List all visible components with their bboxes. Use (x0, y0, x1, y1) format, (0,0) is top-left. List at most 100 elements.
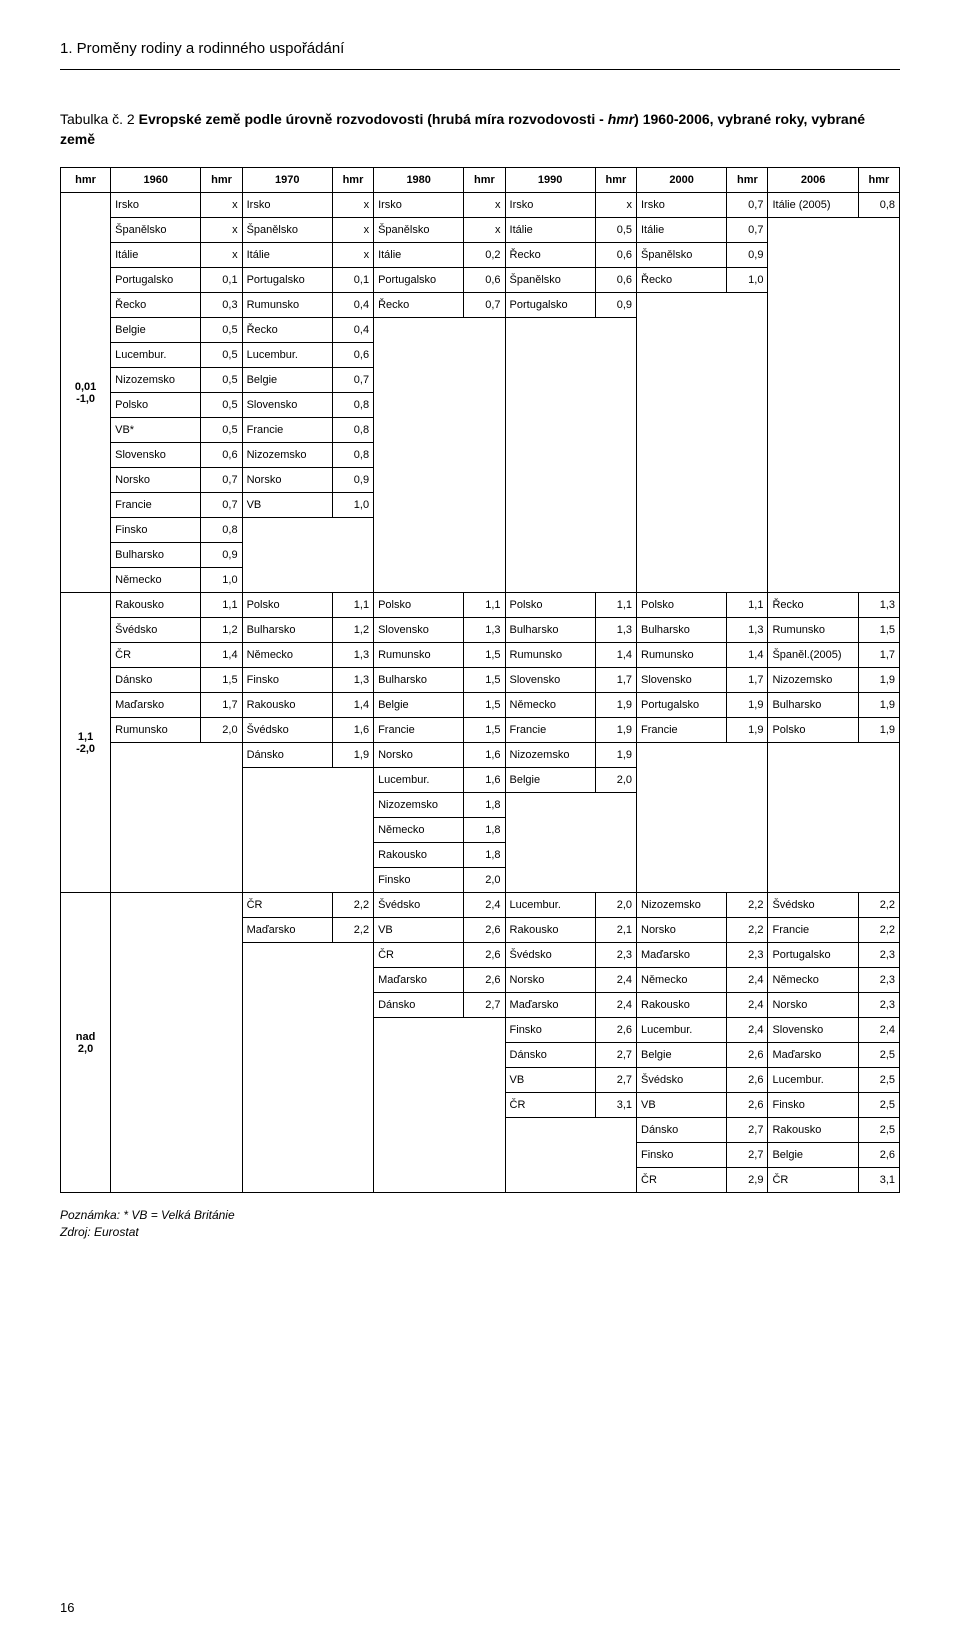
value-cell: 2,6 (858, 1143, 899, 1168)
country-cell: Bulharsko (374, 668, 464, 693)
value-cell: 1,1 (201, 593, 242, 618)
value-cell: 1,3 (332, 643, 373, 668)
country-cell: Irsko (637, 193, 727, 218)
country-cell: Rakousko (242, 693, 332, 718)
band-label: 1,1-2,0 (61, 593, 111, 893)
country-cell: Švédsko (374, 893, 464, 918)
country-cell: Finsko (637, 1143, 727, 1168)
country-cell: Lucembur. (111, 343, 201, 368)
country-cell: Portugalsko (505, 293, 595, 318)
value-cell: 1,5 (464, 668, 505, 693)
country-cell: Polsko (242, 593, 332, 618)
country-cell: Řecko (637, 268, 727, 293)
value-cell: 1,0 (727, 268, 768, 293)
empty-block (637, 743, 768, 893)
country-cell: Nizozemsko (637, 893, 727, 918)
table-header-cell: 1970 (242, 168, 332, 193)
table-head: hmr1960hmr1970hmr1980hmr1990hmr2000hmr20… (61, 168, 900, 193)
value-cell: 0,2 (464, 243, 505, 268)
value-cell: 1,9 (595, 718, 636, 743)
value-cell: 2,4 (727, 993, 768, 1018)
country-cell: Itálie (505, 218, 595, 243)
country-cell: VB (505, 1068, 595, 1093)
value-cell: 0,1 (332, 268, 373, 293)
country-cell: Slovensko (111, 443, 201, 468)
value-cell: 1,1 (464, 593, 505, 618)
country-cell: ČR (768, 1168, 858, 1193)
value-cell: 1,1 (332, 593, 373, 618)
value-cell: 0,7 (201, 493, 242, 518)
value-cell: 0,5 (201, 368, 242, 393)
country-cell: Irsko (374, 193, 464, 218)
country-cell: Německo (637, 968, 727, 993)
value-cell: 1,3 (332, 668, 373, 693)
country-cell: Polsko (637, 593, 727, 618)
country-cell: Rumunsko (111, 718, 201, 743)
table-header-cell: hmr (61, 168, 111, 193)
country-cell: Dánsko (374, 993, 464, 1018)
country-cell: Maďarsko (242, 918, 332, 943)
country-cell: Španělsko (637, 243, 727, 268)
country-cell: Finsko (505, 1018, 595, 1043)
empty-block (637, 293, 768, 593)
country-cell: VB (637, 1093, 727, 1118)
country-cell: Portugalsko (242, 268, 332, 293)
value-cell: 2,6 (727, 1093, 768, 1118)
country-cell: Norsko (242, 468, 332, 493)
value-cell: 1,9 (727, 718, 768, 743)
country-cell: Belgie (768, 1143, 858, 1168)
country-cell: Dánsko (111, 668, 201, 693)
country-cell: Bulharsko (637, 618, 727, 643)
country-cell: Slovensko (637, 668, 727, 693)
band-label: nad2,0 (61, 893, 111, 1193)
table-header-cell: hmr (858, 168, 899, 193)
country-cell: Maďarsko (111, 693, 201, 718)
footnote: Poznámka: * VB = Velká Británie Zdroj: E… (60, 1207, 900, 1241)
value-cell: 2,2 (727, 918, 768, 943)
value-cell: 0,6 (332, 343, 373, 368)
value-cell: 2,6 (727, 1068, 768, 1093)
value-cell: 2,4 (595, 968, 636, 993)
country-cell: Norsko (111, 468, 201, 493)
table-header-cell: hmr (201, 168, 242, 193)
value-cell: 0,8 (201, 518, 242, 543)
value-cell: 2,2 (332, 893, 373, 918)
country-cell: Slovensko (768, 1018, 858, 1043)
table-row: 0,01-1,0IrskoxIrskoxIrskoxIrskoxIrsko0,7… (61, 193, 900, 218)
value-cell: x (201, 243, 242, 268)
country-cell: Lucembur. (505, 893, 595, 918)
value-cell: x (201, 193, 242, 218)
value-cell: 2,0 (595, 893, 636, 918)
country-cell: Polsko (111, 393, 201, 418)
value-cell: 1,3 (464, 618, 505, 643)
country-cell: Itálie (637, 218, 727, 243)
country-cell: Německo (111, 568, 201, 593)
country-cell: Slovensko (242, 393, 332, 418)
value-cell: 0,6 (464, 268, 505, 293)
empty-block (768, 743, 900, 893)
table-row: nad2,0ČR2,2Švédsko2,4Lucembur.2,0Nizozem… (61, 893, 900, 918)
value-cell: 0,7 (727, 193, 768, 218)
value-cell: 1,7 (595, 668, 636, 693)
value-cell: 2,2 (858, 893, 899, 918)
country-cell: Portugalsko (374, 268, 464, 293)
value-cell: 2,5 (858, 1043, 899, 1068)
country-cell: Francie (374, 718, 464, 743)
country-cell: Švédsko (768, 893, 858, 918)
empty-block (242, 768, 373, 893)
value-cell: 0,7 (201, 468, 242, 493)
empty-block (768, 218, 900, 593)
value-cell: 2,0 (201, 718, 242, 743)
value-cell: 1,9 (858, 668, 899, 693)
value-cell: 1,3 (858, 593, 899, 618)
country-cell: Řecko (242, 318, 332, 343)
table-caption: Tabulka č. 2 Evropské země podle úrovně … (60, 110, 900, 149)
country-cell: Norsko (374, 743, 464, 768)
value-cell: 1,8 (464, 843, 505, 868)
country-cell: Německo (505, 693, 595, 718)
value-cell: 0,9 (595, 293, 636, 318)
country-cell: Portugalsko (637, 693, 727, 718)
empty-block (111, 743, 242, 893)
value-cell: 1,4 (595, 643, 636, 668)
table-header-cell: hmr (595, 168, 636, 193)
